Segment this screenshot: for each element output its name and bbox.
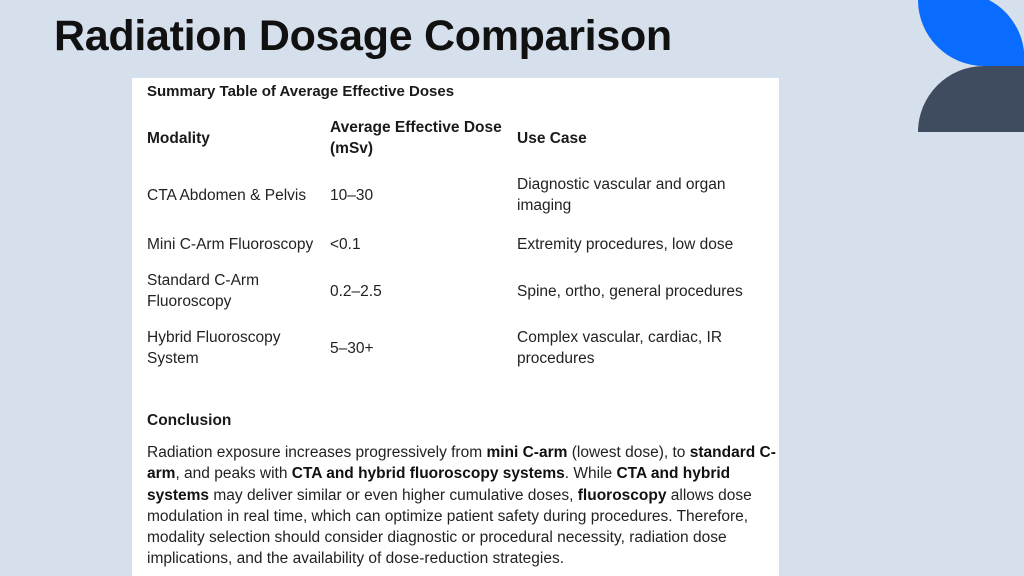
conclusion-segment: Radiation exposure increases progressive… (147, 444, 487, 461)
modality-cell: Mini C-Arm Fluoroscopy (147, 235, 314, 253)
use-case-cell: Complex vascular, cardiac, IR procedures (517, 329, 723, 367)
modality-cell: CTA Abdomen & Pelvis (147, 186, 307, 204)
conclusion-segment: may deliver similar or even higher cumul… (209, 486, 578, 504)
table-row: CTA Abdomen & Pelvis 10–30 Diagnostic va… (143, 162, 771, 228)
use-case-cell: Spine, ortho, general procedures (517, 282, 743, 300)
table-row: Standard C-Arm Fluoroscopy 0.2–2.5 Spine… (143, 260, 771, 322)
conclusion-text: Radiation exposure increases progressive… (147, 442, 777, 570)
decorative-shapes (918, 0, 1024, 132)
dose-cell: 0.2–2.5 (330, 282, 382, 300)
use-case-cell: Diagnostic vascular and organ imaging (517, 176, 726, 214)
conclusion-emphasis: standard C-arm (147, 444, 776, 483)
column-header-dose: Average Effective Dose (mSv) (330, 119, 502, 157)
dose-table: Modality Average Effective Dose (mSv) Us… (143, 114, 771, 374)
modality-cell: Standard C-Arm Fluoroscopy (147, 272, 259, 310)
content-card: Summary Table of Average Effective Doses… (132, 78, 779, 576)
column-header-modality: Modality (147, 129, 210, 147)
table-row: Hybrid Fluoroscopy System 5–30+ Complex … (143, 322, 771, 374)
conclusion-segment: (lowest dose), to (567, 444, 690, 461)
conclusion-segment: allows dose modulation in real time, whi… (147, 486, 752, 568)
table-header-row: Modality Average Effective Dose (mSv) Us… (143, 114, 771, 162)
use-case-cell: Extremity procedures, low dose (517, 235, 734, 253)
conclusion-segment: , and peaks with (175, 465, 292, 483)
summary-table-heading: Summary Table of Average Effective Doses (147, 83, 455, 100)
modality-cell: Hybrid Fluoroscopy System (147, 329, 281, 367)
column-header-use-case: Use Case (517, 129, 587, 147)
conclusion-emphasis: mini C-arm (486, 444, 568, 461)
dose-cell: 5–30+ (330, 339, 374, 357)
conclusion-emphasis: CTA and hybrid systems (147, 465, 731, 504)
dose-cell: 10–30 (330, 186, 374, 204)
conclusion-emphasis: CTA and hybrid fluoroscopy systems (291, 465, 565, 483)
blue-quarter-shape (918, 0, 1024, 66)
conclusion-heading: Conclusion (147, 412, 232, 429)
slide-title: Radiation Dosage Comparison (54, 12, 672, 60)
table-row: Mini C-Arm Fluoroscopy <0.1 Extremity pr… (143, 228, 771, 260)
conclusion-segment: . While (564, 465, 617, 483)
conclusion-emphasis: fluoroscopy (577, 486, 667, 504)
slate-quarter-shape (918, 66, 1024, 132)
dose-cell: <0.1 (330, 235, 361, 253)
